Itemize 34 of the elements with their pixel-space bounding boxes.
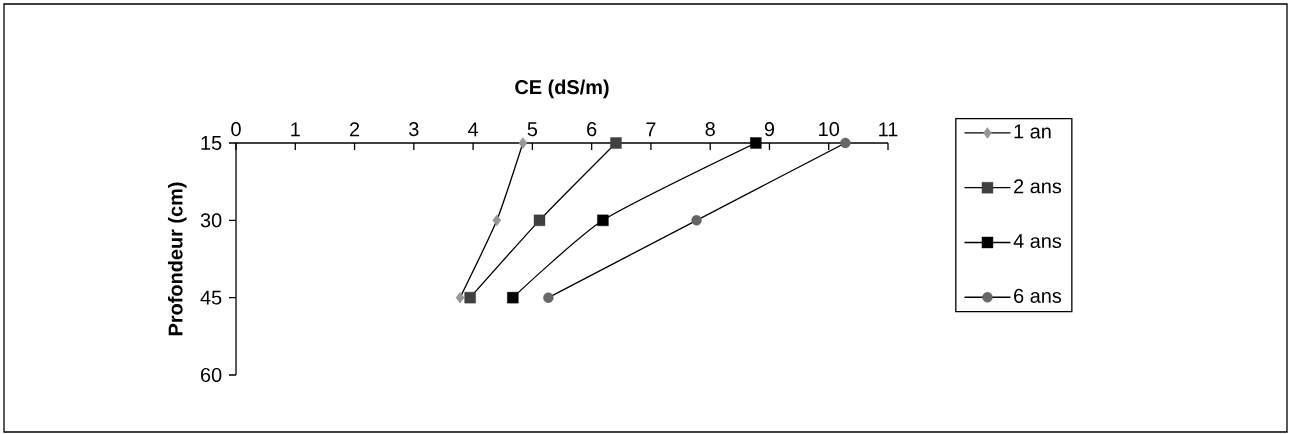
y-tick-label: 45 [200,290,222,305]
y-tick-label: 60 [201,367,222,383]
x-tick-label: 2 [350,122,360,137]
point [507,291,519,304]
x-tick-label: 5 [527,122,538,137]
y-axis-title: Profondeur (cm) [167,182,187,336]
y-tick-label: 30 [200,213,222,228]
x-tick-label: 3 [409,122,419,137]
point [533,214,546,227]
x-tick-label: 0 [231,122,241,137]
point [610,137,622,149]
point [597,214,609,227]
legend-label: 4 ans [1013,234,1062,249]
point [691,215,702,226]
point [455,291,465,304]
point [492,214,502,227]
point [518,137,528,149]
point [543,292,554,303]
x-tick-label: 9 [764,122,775,137]
x-tick-label: 8 [705,122,715,137]
x-tick-label: 6 [587,122,597,137]
point [464,291,476,304]
x-tick-label: 1 [291,122,300,137]
x-axis-title: CE (dS/m) [515,79,609,99]
x-tick-label: 4 [468,122,479,137]
legend-label: 2 ans [1014,179,1062,194]
legend-label: 1 an [1014,124,1051,139]
point [840,137,851,149]
x-tick-label: 10 [819,122,840,137]
x-tick-label: 7 [646,122,656,137]
legend-label: 6 ans [1014,288,1062,303]
x-tick-label: 11 [879,122,898,137]
y-tick-label: 15 [201,136,222,150]
point [750,137,762,149]
